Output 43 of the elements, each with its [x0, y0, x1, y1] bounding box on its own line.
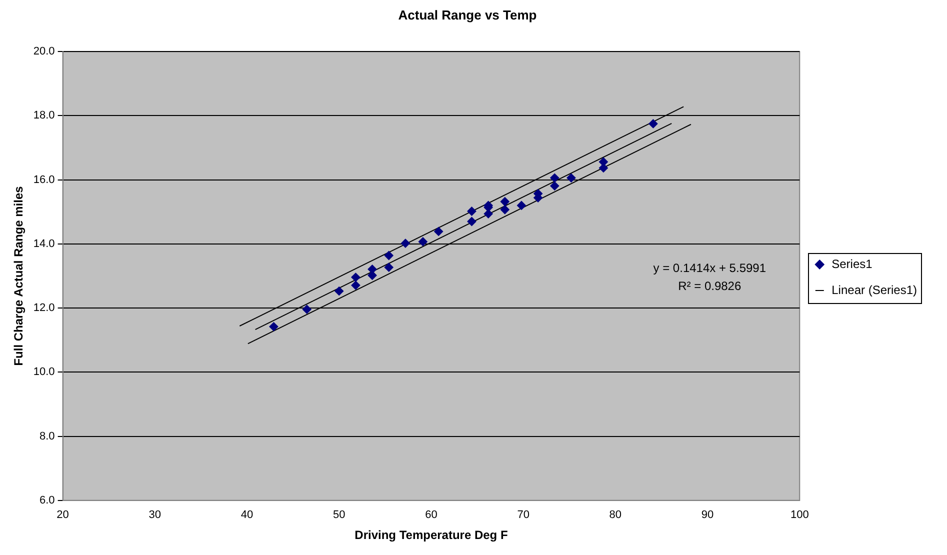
point — [434, 226, 444, 236]
chart-title: Actual Range vs Temp — [398, 7, 537, 22]
point — [550, 181, 560, 190]
point — [334, 286, 344, 296]
point — [500, 197, 510, 206]
y-tick-label: 16.0 — [33, 174, 55, 186]
point — [418, 237, 428, 246]
point — [467, 217, 476, 226]
x-tick-label: 100 — [790, 509, 809, 522]
y-tick-label: 6.0 — [40, 494, 55, 506]
x-tick-label: 20 — [56, 509, 69, 522]
point — [500, 205, 510, 214]
legend-label: Linear (Series1) — [832, 282, 918, 297]
y-tick-label: 8.0 — [40, 430, 55, 442]
y-tick-label: 20.0 — [33, 46, 55, 58]
x-tick-label: 70 — [517, 509, 530, 522]
x-tick-label: 40 — [240, 509, 254, 522]
x-tick-label: 80 — [609, 509, 622, 522]
point — [400, 238, 410, 248]
x-tick-label: 30 — [148, 509, 162, 522]
y-tick-label: 14.0 — [33, 238, 55, 250]
point — [566, 173, 576, 182]
point — [269, 322, 278, 332]
annotation: R² = 0.9826 — [678, 278, 742, 293]
point — [302, 304, 312, 314]
point — [516, 200, 526, 210]
x-tick-label: 60 — [425, 509, 438, 522]
x-tick-label: 50 — [332, 509, 346, 522]
point — [351, 272, 360, 282]
point — [467, 206, 476, 216]
y-axis-title: Full Charge Actual Range miles — [12, 186, 26, 366]
y-tick-label: 18.0 — [33, 110, 55, 122]
x-tick-label: 90 — [701, 509, 714, 522]
point — [384, 262, 394, 272]
y-tick-label: 10.0 — [33, 366, 55, 378]
point — [384, 250, 394, 260]
point — [550, 173, 560, 182]
point — [648, 119, 658, 128]
x-axis-title: Driving Temperature Deg F — [354, 528, 508, 542]
annotation: y = 0.1414x + 5.5991 — [653, 260, 766, 275]
legend-label: Series1 — [832, 256, 873, 271]
point — [351, 280, 360, 290]
y-tick-label: 12.0 — [33, 302, 55, 314]
